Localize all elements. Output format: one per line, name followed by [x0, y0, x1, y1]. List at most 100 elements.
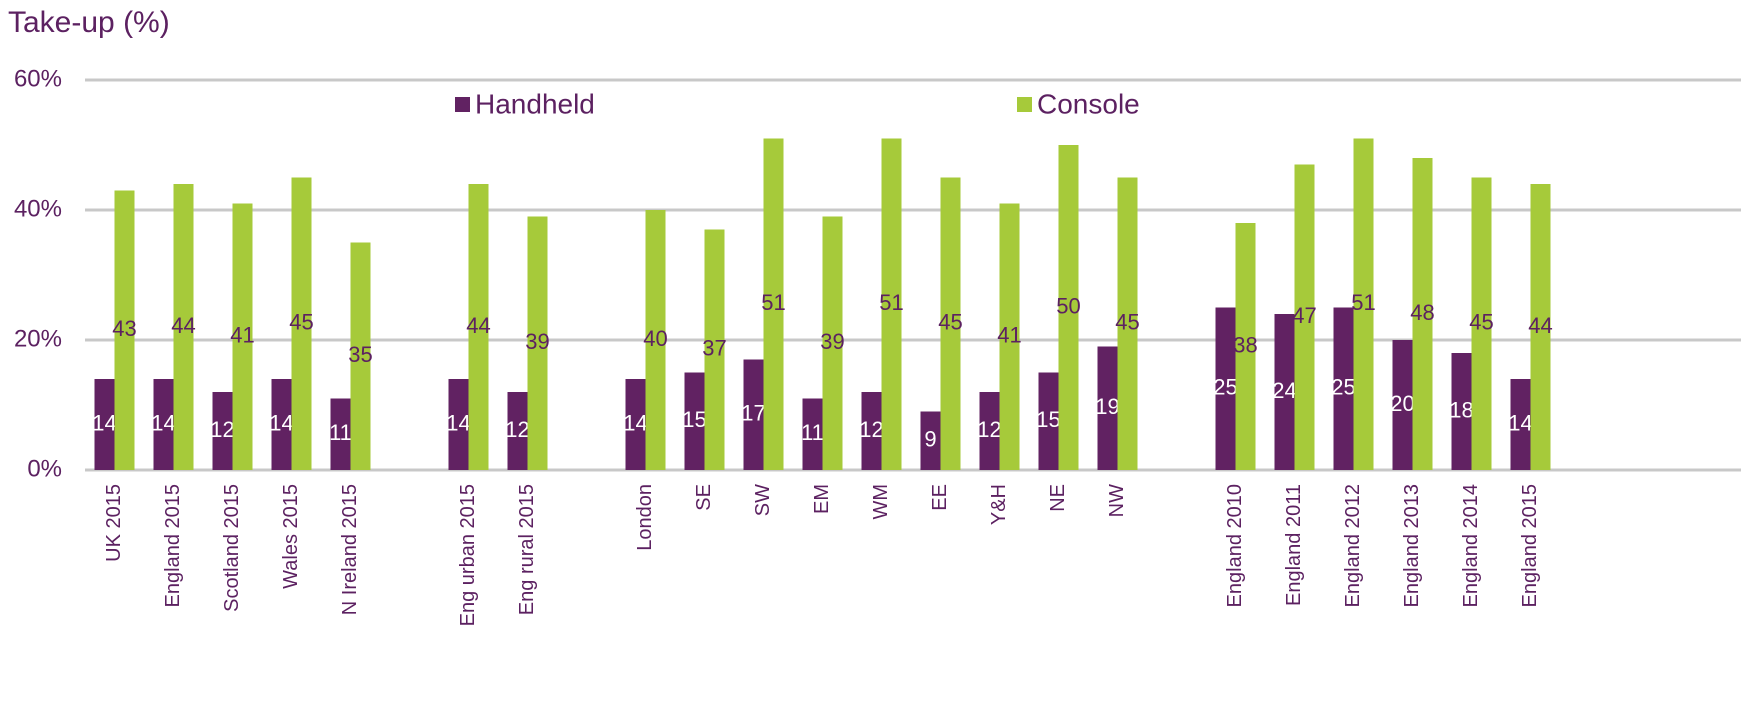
- legend-label: Handheld: [475, 88, 595, 119]
- bar: [802, 398, 823, 470]
- y-tick-label: 60%: [14, 65, 62, 92]
- bar: [94, 379, 115, 470]
- data-label: 25: [1331, 375, 1355, 400]
- bar: [881, 138, 902, 470]
- data-label: 14: [92, 410, 116, 435]
- x-tick-label: SE: [693, 484, 715, 511]
- data-label: 45: [1469, 310, 1493, 335]
- legend-swatch: [1017, 97, 1032, 112]
- data-label: 12: [505, 417, 529, 442]
- data-label: 45: [289, 310, 313, 335]
- bar: [704, 229, 725, 470]
- data-label: 45: [1115, 310, 1139, 335]
- bar: [1353, 138, 1374, 470]
- y-tick-label: 20%: [14, 325, 62, 352]
- bar: [1412, 158, 1433, 470]
- x-tick-label: England 2012: [1342, 484, 1364, 607]
- data-label: 39: [525, 329, 549, 354]
- data-label: 35: [348, 342, 372, 367]
- bar: [1471, 177, 1492, 470]
- bar: [822, 216, 843, 470]
- data-label: 41: [230, 323, 254, 348]
- bar: [291, 177, 312, 470]
- data-label: 47: [1292, 303, 1316, 328]
- x-tick-label: Wales 2015: [280, 484, 302, 589]
- bar: [1333, 307, 1354, 470]
- bar: [1392, 340, 1413, 470]
- x-tick-label: SW: [752, 484, 774, 516]
- bar: [448, 379, 469, 470]
- y-tick-label: 40%: [14, 195, 62, 222]
- bar: [527, 216, 548, 470]
- bar: [153, 379, 174, 470]
- data-label: 41: [997, 323, 1021, 348]
- bar: [999, 203, 1020, 470]
- data-label: 14: [1508, 410, 1532, 435]
- data-label: 37: [702, 336, 726, 361]
- data-label: 38: [1233, 332, 1257, 357]
- x-tick-label: Y&H: [988, 484, 1010, 525]
- bar: [920, 411, 941, 470]
- x-tick-label: NW: [1106, 484, 1128, 517]
- data-label: 9: [924, 427, 936, 452]
- x-tick-label: EM: [811, 484, 833, 514]
- bar: [1235, 223, 1256, 470]
- bar: [1038, 372, 1059, 470]
- bar: [1097, 346, 1118, 470]
- data-label: 14: [151, 410, 175, 435]
- data-label: 51: [761, 290, 785, 315]
- data-label: 51: [1351, 290, 1375, 315]
- x-tick-label: England 2015: [162, 484, 184, 607]
- data-label: 44: [171, 313, 195, 338]
- y-tick-label: 0%: [27, 455, 62, 482]
- bar: [861, 392, 882, 470]
- bar: [212, 392, 233, 470]
- bar: [1117, 177, 1138, 470]
- bar: [979, 392, 1000, 470]
- bar: [743, 359, 764, 470]
- bar: [1294, 164, 1315, 470]
- x-tick-label: N Ireland 2015: [339, 484, 361, 615]
- data-label: 51: [879, 290, 903, 315]
- legend-label: Console: [1037, 88, 1140, 119]
- data-label: 44: [1528, 313, 1552, 338]
- x-tick-label: WM: [870, 484, 892, 520]
- x-tick-label: NE: [1047, 484, 1069, 512]
- bar: [173, 184, 194, 470]
- data-label: 14: [269, 410, 293, 435]
- data-label: 17: [741, 401, 765, 426]
- x-tick-label: London: [634, 484, 656, 551]
- x-tick-label: England 2011: [1283, 484, 1305, 606]
- bar: [350, 242, 371, 470]
- data-label: 14: [446, 410, 470, 435]
- x-tick-label: England 2013: [1401, 484, 1423, 607]
- bar: [1451, 353, 1472, 470]
- bar: [940, 177, 961, 470]
- x-tick-label: UK 2015: [103, 484, 125, 562]
- bar: [271, 379, 292, 470]
- data-label: 25: [1213, 375, 1237, 400]
- x-tick-label: England 2010: [1224, 484, 1246, 607]
- bar: [1510, 379, 1531, 470]
- bar: [645, 210, 666, 470]
- data-label: 19: [1095, 394, 1119, 419]
- bar: [1530, 184, 1551, 470]
- bar: [684, 372, 705, 470]
- bar: [468, 184, 489, 470]
- data-label: 24: [1272, 378, 1296, 403]
- x-tick-label: England 2015: [1519, 484, 1541, 607]
- data-label: 12: [859, 417, 883, 442]
- data-label: 15: [682, 407, 706, 432]
- x-tick-label: EE: [929, 484, 951, 511]
- chart-title: Take-up (%): [8, 6, 170, 39]
- data-label: 43: [112, 316, 136, 341]
- legend-swatch: [455, 97, 470, 112]
- x-tick-label: Eng rural 2015: [516, 484, 538, 615]
- bar: [625, 379, 646, 470]
- data-label: 40: [643, 326, 667, 351]
- bar: [1215, 307, 1236, 470]
- data-label: 50: [1056, 293, 1080, 318]
- data-label: 12: [210, 417, 234, 442]
- data-label: 45: [938, 310, 962, 335]
